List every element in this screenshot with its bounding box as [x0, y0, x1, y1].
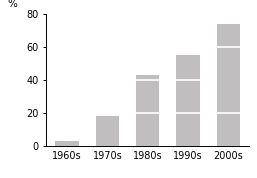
Bar	[136, 75, 159, 80]
Bar	[176, 113, 200, 146]
Bar	[217, 24, 240, 47]
Text: %: %	[7, 0, 17, 9]
Bar	[217, 47, 240, 113]
Bar	[176, 55, 200, 80]
Bar	[96, 116, 119, 146]
Bar	[217, 113, 240, 146]
Bar	[56, 141, 79, 146]
Bar	[136, 80, 159, 113]
Bar	[136, 113, 159, 146]
Bar	[176, 80, 200, 113]
